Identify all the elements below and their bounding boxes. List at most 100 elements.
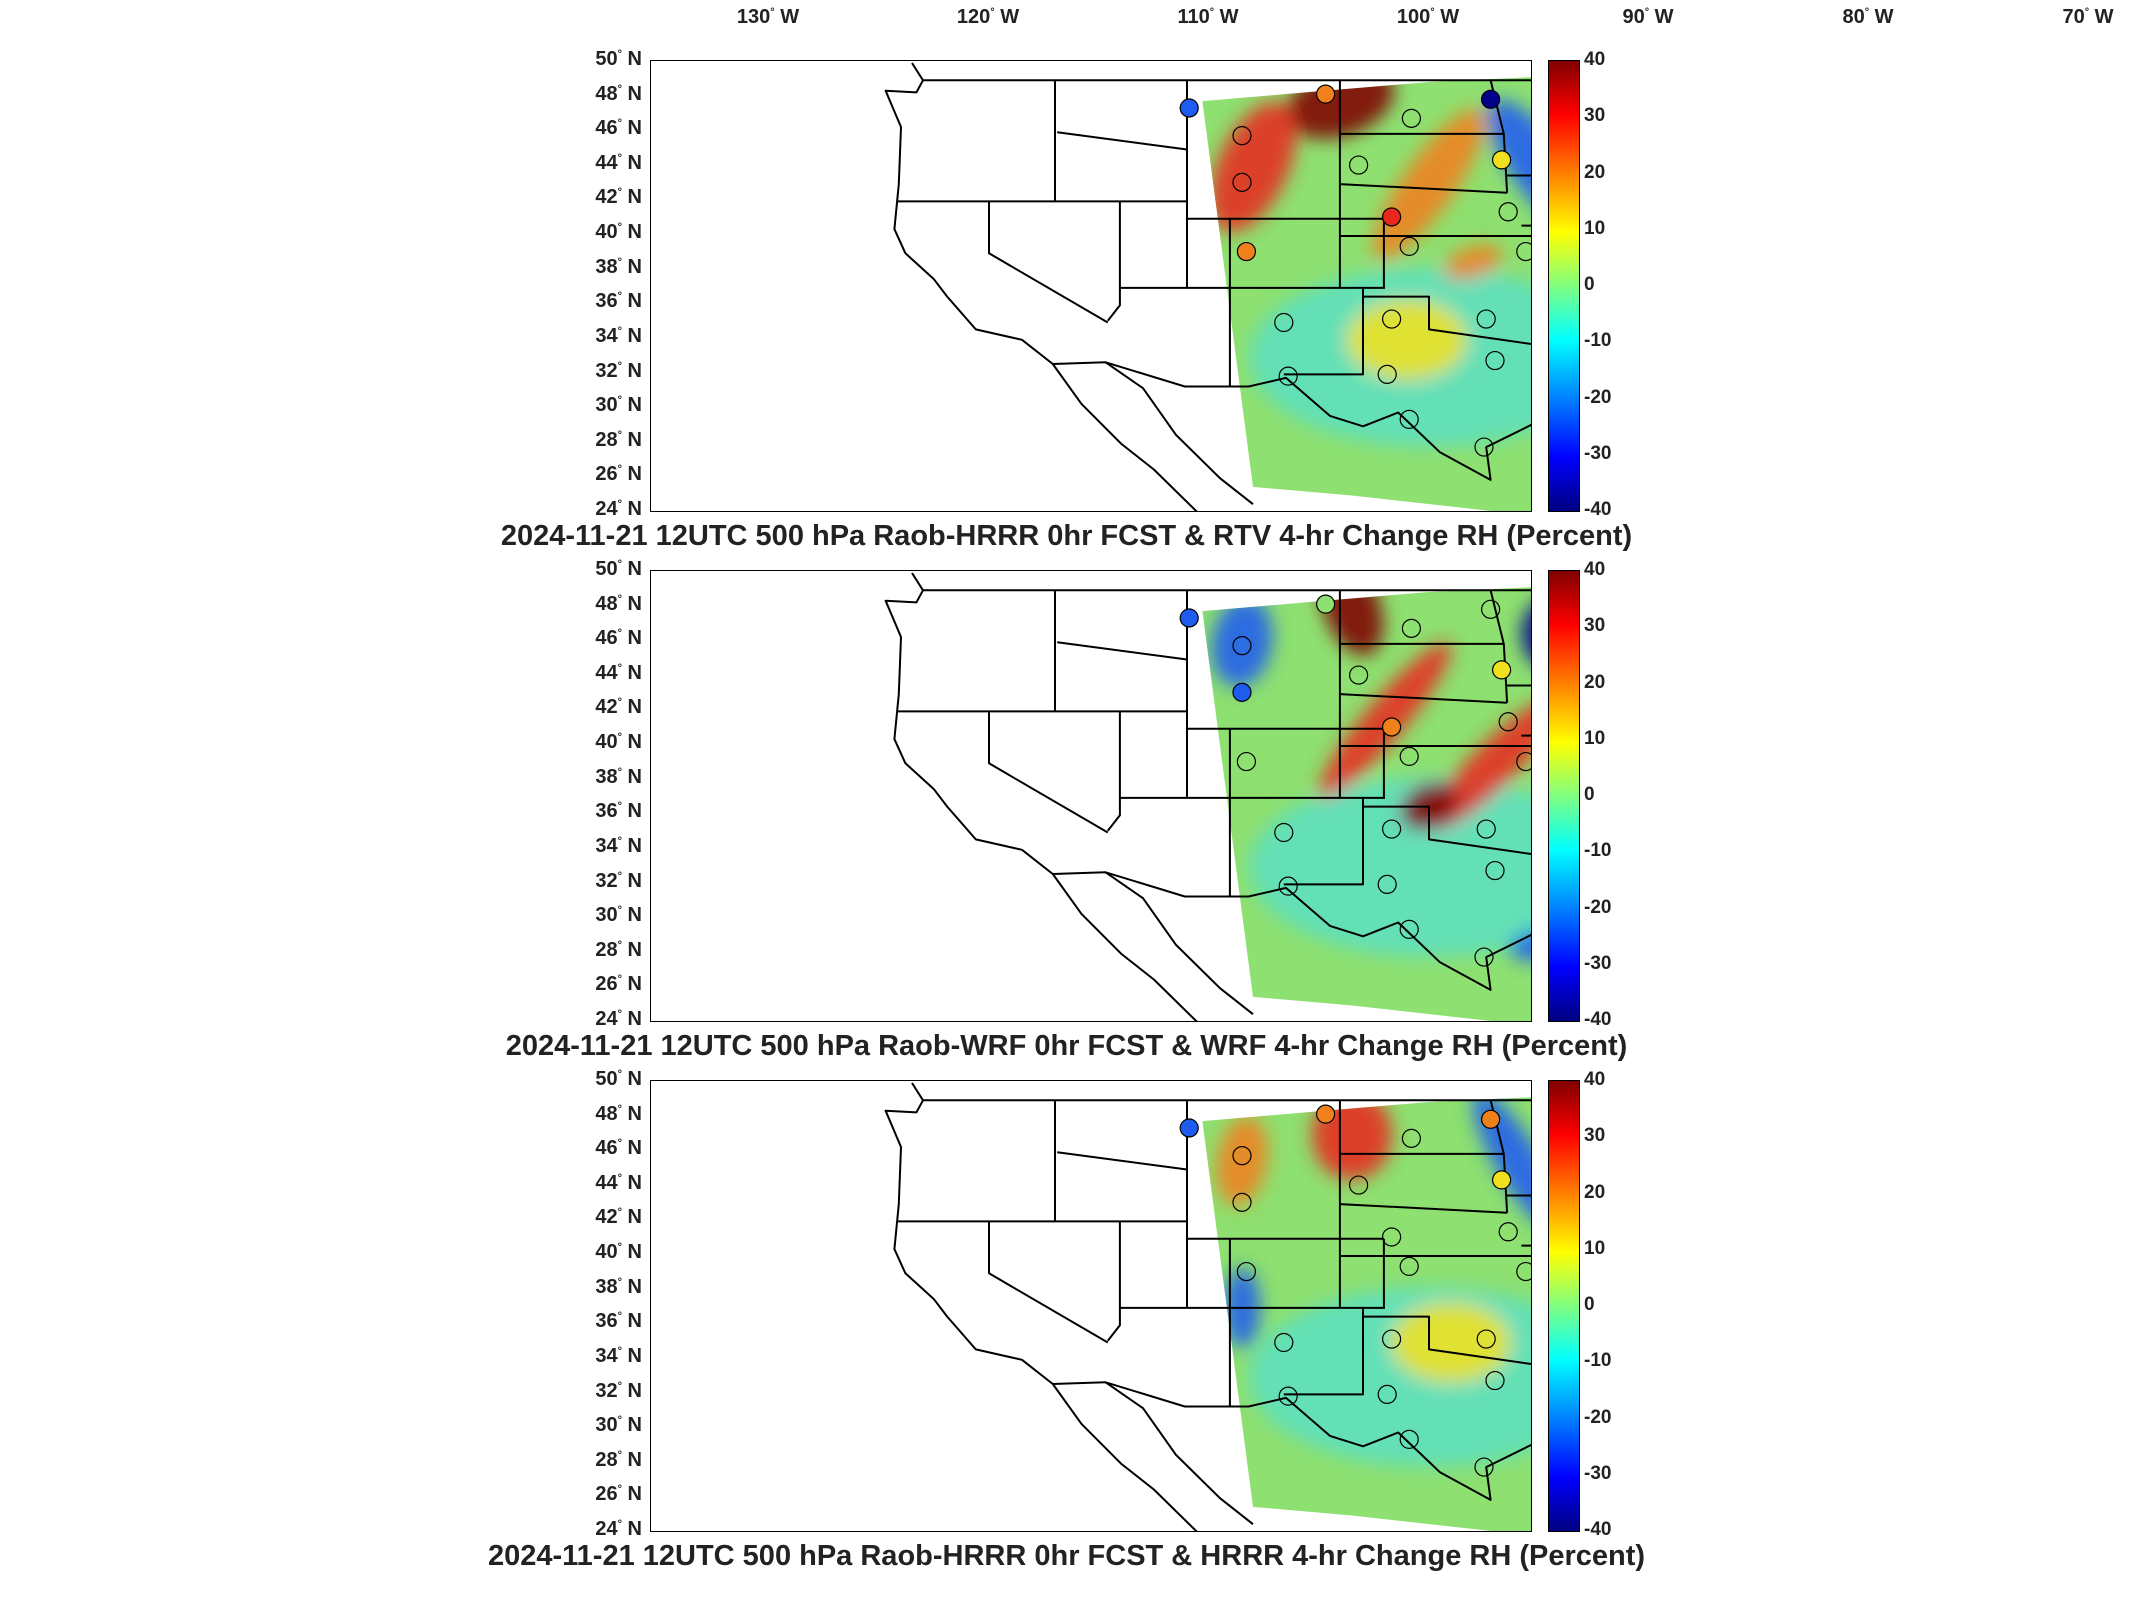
lat-label: 24° N bbox=[595, 1008, 642, 1030]
colorbar-tick: 20 bbox=[1584, 161, 1606, 183]
colorbar-tick: -30 bbox=[1584, 442, 1612, 464]
lat-label: 30° N bbox=[595, 394, 642, 417]
baja-coastline bbox=[1051, 363, 1198, 511]
raob-station-marker bbox=[1480, 89, 1501, 109]
rh-anomaly-region bbox=[1312, 1091, 1392, 1180]
lat-label: 32° N bbox=[595, 1379, 642, 1402]
raob-station-marker bbox=[1401, 618, 1422, 638]
raob-station-marker bbox=[1377, 364, 1397, 384]
lat-label: 50° N bbox=[595, 558, 642, 580]
colorbar-tick: 0 bbox=[1584, 274, 1595, 295]
colorbar-tick: -20 bbox=[1584, 386, 1612, 408]
lat-label: 36° N bbox=[595, 290, 642, 313]
lat-label: 40° N bbox=[595, 731, 642, 754]
lat-label: 48° N bbox=[595, 82, 642, 105]
colorbar-tick: -10 bbox=[1584, 840, 1612, 862]
colorbar-tick: -10 bbox=[1584, 330, 1612, 352]
raob-station-marker bbox=[1485, 350, 1505, 371]
raob-station-marker bbox=[1516, 1261, 1531, 1282]
state-line bbox=[1057, 131, 1188, 151]
state-line bbox=[1283, 287, 1364, 376]
rh-anomaly-region bbox=[1487, 99, 1531, 235]
map-svg bbox=[884, 572, 1531, 1021]
raob-station-marker bbox=[1476, 309, 1496, 329]
raob-station-marker bbox=[1179, 1118, 1199, 1138]
raob-station-marker bbox=[1399, 1429, 1419, 1449]
rh-anomaly-region bbox=[1347, 299, 1467, 380]
raob-station-marker bbox=[1480, 1109, 1501, 1129]
lat-label: 30° N bbox=[595, 904, 642, 927]
colorbar-tick: -40 bbox=[1584, 1009, 1612, 1030]
colorbar-tick: 40 bbox=[1584, 49, 1606, 70]
lat-label: 28° N bbox=[595, 428, 642, 451]
colorbar-tick: 10 bbox=[1584, 727, 1606, 749]
state-line bbox=[1107, 201, 1121, 322]
raob-station-marker bbox=[1236, 241, 1257, 262]
us-coastline bbox=[884, 79, 1531, 481]
state-line bbox=[1057, 1151, 1188, 1171]
colorbar-tick: 0 bbox=[1584, 784, 1595, 805]
state-line bbox=[1489, 590, 1509, 703]
rh-anomaly-region bbox=[1444, 244, 1502, 280]
state-line bbox=[1107, 1221, 1121, 1342]
rh-anomaly-region bbox=[1216, 1116, 1268, 1206]
state-line bbox=[988, 711, 1109, 834]
raob-station-marker bbox=[1232, 682, 1252, 702]
raob-station-marker bbox=[1236, 1261, 1257, 1282]
colorbar-tick: 30 bbox=[1584, 615, 1606, 637]
raob-station-marker bbox=[1474, 437, 1494, 457]
state-line bbox=[1339, 183, 1508, 194]
raob-station-marker bbox=[1401, 1128, 1422, 1148]
lat-label: 30° N bbox=[595, 1414, 642, 1437]
lat-label: 48° N bbox=[595, 592, 642, 615]
panel-title: 2024-11-21 12UTC 500 hPa Raob-HRRR 0hr F… bbox=[500, 520, 1633, 552]
raob-station-marker bbox=[1399, 236, 1419, 256]
raob-station-marker bbox=[1274, 1332, 1294, 1353]
lat-label: 34° N bbox=[595, 834, 642, 857]
lat-label: 32° N bbox=[595, 869, 642, 892]
colorbar-tick: -40 bbox=[1584, 499, 1612, 520]
state-line bbox=[1057, 641, 1188, 661]
state-boundaries bbox=[884, 62, 1531, 511]
raob-station-marker bbox=[1381, 717, 1402, 737]
state-line bbox=[1363, 295, 1531, 345]
raob-station-marker bbox=[1498, 712, 1518, 732]
raob-station-marker bbox=[1315, 84, 1336, 104]
raob-station-marker bbox=[1278, 366, 1298, 386]
lat-label: 44° N bbox=[595, 1171, 642, 1194]
raob-station-marker bbox=[1498, 1222, 1518, 1242]
map-panel: 50° N 48° N 46° N 44° N 42° N 40° N 38° N 36° N… bbox=[0, 1068, 2133, 1600]
state-line bbox=[1363, 1315, 1531, 1365]
lon-label: 80° W bbox=[1842, 6, 1894, 28]
raob-station-marker bbox=[1516, 751, 1531, 772]
lat-label: 38° N bbox=[595, 1275, 642, 1298]
colorbar-tick: 40 bbox=[1584, 1069, 1606, 1090]
raob-station-marker bbox=[1381, 819, 1402, 839]
lat-label: 24° N bbox=[595, 1518, 642, 1540]
gulf-california-coastline bbox=[1105, 361, 1254, 505]
map-svg bbox=[884, 62, 1531, 511]
colorbar-tick: 20 bbox=[1584, 671, 1606, 693]
rh-anomaly-region bbox=[1211, 597, 1273, 687]
gulf-california-coastline bbox=[1105, 871, 1254, 1015]
colorbar bbox=[1548, 570, 1580, 1022]
lat-label: 38° N bbox=[595, 255, 642, 278]
map-svg bbox=[884, 1082, 1531, 1531]
raob-station-marker bbox=[1278, 876, 1298, 896]
raob-station-marker bbox=[1476, 819, 1496, 839]
colorbar-tick: -30 bbox=[1584, 952, 1612, 974]
raob-station-marker bbox=[1381, 207, 1402, 227]
raob-station-marker bbox=[1399, 409, 1419, 429]
raob-station-marker bbox=[1485, 1370, 1505, 1391]
colorbar-tick: -30 bbox=[1584, 1462, 1612, 1484]
raob-station-marker bbox=[1381, 309, 1402, 329]
raob-station-marker bbox=[1348, 665, 1369, 685]
lon-label: 70° W bbox=[2062, 6, 2114, 28]
raob-station-marker bbox=[1274, 822, 1294, 843]
lat-label: 46° N bbox=[595, 627, 642, 650]
colorbar bbox=[1548, 60, 1580, 512]
colorbar-tick: -20 bbox=[1584, 896, 1612, 918]
raob-station-marker bbox=[1474, 1457, 1494, 1477]
colorbar-tick: 10 bbox=[1584, 217, 1606, 239]
lon-label: 100° W bbox=[1396, 6, 1460, 28]
